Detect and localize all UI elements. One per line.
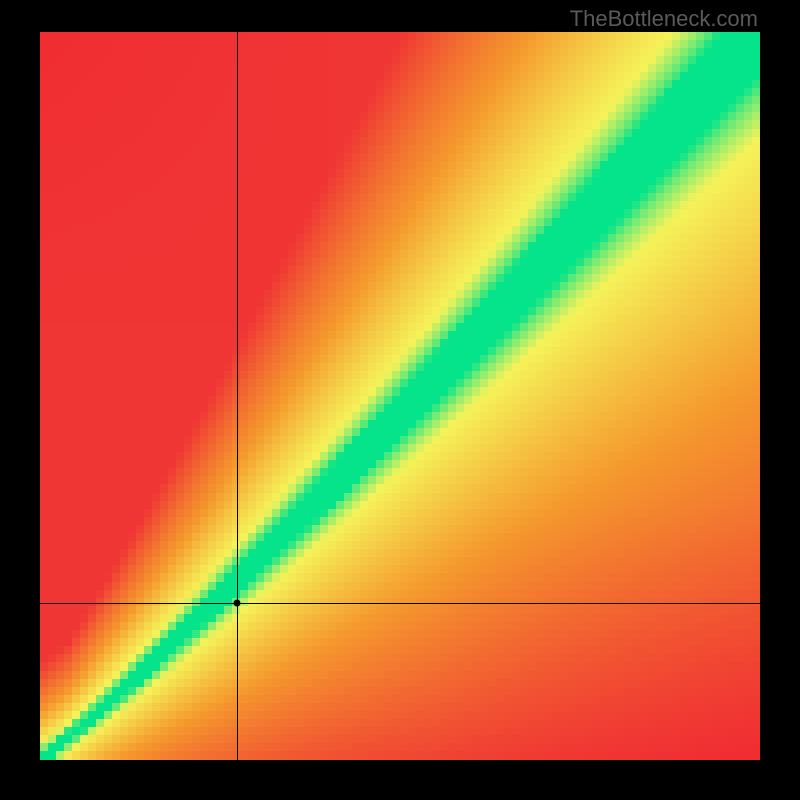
- crosshair-horizontal: [40, 603, 760, 604]
- selection-marker: [233, 600, 240, 607]
- watermark-text: TheBottleneck.com: [570, 6, 758, 32]
- heatmap-canvas: [40, 32, 760, 760]
- bottleneck-heatmap: [40, 32, 760, 760]
- crosshair-vertical: [237, 32, 238, 760]
